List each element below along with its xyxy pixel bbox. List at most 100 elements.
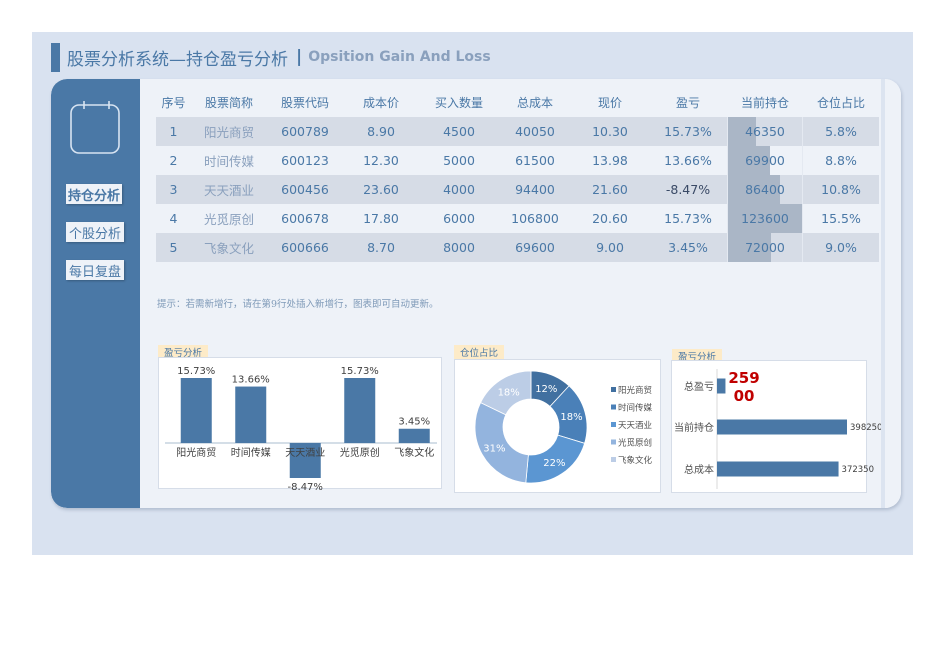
cell-qty: 6000 — [419, 204, 499, 233]
cell-ratio: 15.5% — [803, 204, 879, 233]
cell-pl: 3.45% — [649, 233, 727, 262]
cell-pl: 15.73% — [649, 204, 727, 233]
sidebar-item-label: 每日复盘 — [68, 264, 121, 280]
cell-text: 2 — [169, 153, 178, 168]
svg-text:12%: 12% — [535, 384, 557, 395]
cell-text: 8000 — [443, 240, 475, 255]
svg-text:光觅原创: 光觅原创 — [618, 438, 652, 449]
cell-qty: 5000 — [419, 146, 499, 175]
svg-text:22%: 22% — [543, 458, 565, 469]
svg-text:飞象文化: 飞象文化 — [618, 455, 653, 466]
cell-code: 600123 — [267, 146, 343, 175]
svg-text:31%: 31% — [483, 444, 505, 455]
cell-ratio: 10.8% — [803, 175, 879, 204]
pl-bar-chart: 15.73% 阳光商贸 13.66% 时间传媒 -8.47% 天天酒业 15.73% 光觅原创… — [158, 357, 442, 493]
cell-total: 61500 — [499, 146, 571, 175]
cell-no: 3 — [156, 175, 191, 204]
cell-no: 4 — [156, 204, 191, 233]
col-header: 股票代码 — [280, 95, 329, 110]
cell-cost: 17.80 — [343, 204, 419, 233]
position-chart-tag: 仓位占比 — [454, 345, 505, 359]
cell-price: 13.98 — [571, 146, 649, 175]
cell-cost: 23.60 — [343, 175, 419, 204]
cell-no: 1 — [156, 117, 191, 146]
cell-cost: 8.90 — [343, 117, 419, 146]
col-header: 现价 — [597, 95, 622, 110]
cell-pl: -8.47% — [649, 175, 727, 204]
hint-text: 提示：若需新增行，请在第9行处插入新增行，图表即可自动更新。 — [157, 299, 439, 310]
cell-pl: 15.73% — [649, 117, 727, 146]
main-card: 持仓分析 个股分析 每日复盘 序号 股票简称 股票代码 成本价 买入数量 总成本… — [51, 79, 901, 508]
cell-text: 光觅原创 — [203, 212, 254, 227]
cell-text: 600789 — [281, 124, 329, 139]
cell-text: 3 — [169, 182, 178, 197]
title-accent-bar — [51, 42, 60, 72]
svg-text:15.73%: 15.73% — [341, 366, 379, 377]
cell-text: 13.66% — [664, 153, 712, 168]
cell-hold: 69900 — [727, 146, 803, 175]
cell-pl: 13.66% — [649, 146, 727, 175]
cell-code: 600666 — [267, 233, 343, 262]
cell-qty: 4000 — [419, 175, 499, 204]
table-row: 4 光觅原创 600678 17.80 6000 106800 20.60 15.73% 123… — [156, 204, 879, 233]
svg-text:372350: 372350 — [842, 465, 874, 475]
svg-text:光觅原创: 光觅原创 — [340, 446, 380, 459]
cell-text: 1 — [169, 124, 178, 139]
cell-text: 4000 — [443, 182, 475, 197]
cell-hold: 72000 — [727, 233, 803, 262]
table-row: 1 阳光商贸 600789 8.90 4500 40050 10.30 15.73% 46350… — [156, 117, 879, 146]
svg-text:18%: 18% — [498, 387, 520, 398]
cell-price: 9.00 — [571, 233, 649, 262]
svg-text:3.45%: 3.45% — [398, 417, 430, 428]
page-title: 股票分析系统—持仓盈亏分析 — [67, 49, 288, 70]
data-bar — [728, 204, 802, 233]
svg-text:天天酒业: 天天酒业 — [285, 447, 325, 459]
cell-text: 17.80 — [363, 211, 399, 226]
svg-text:18%: 18% — [560, 412, 582, 423]
cell-code: 600678 — [267, 204, 343, 233]
cell-no: 5 — [156, 233, 191, 262]
cell-text: 5 — [169, 240, 178, 255]
table-header-row: 序号 股票简称 股票代码 成本价 买入数量 总成本 现价 盈亏 当前持仓 仓位占… — [156, 87, 879, 117]
dashboard-page: 股票分析系统—持仓盈亏分析 | Opsition Gain And Loss 持… — [32, 32, 913, 555]
cell-cost: 8.70 — [343, 233, 419, 262]
position-donut-svg: 12% 阳光商贸 18% 时间传媒 22% 天天酒业 31% 光觅原创 18% 飞象文化 — [474, 370, 653, 484]
cell-text: 69600 — [515, 240, 555, 255]
sidebar-item-position-analysis[interactable]: 持仓分析 — [66, 184, 122, 204]
sidebar-item-label: 个股分析 — [68, 226, 121, 242]
cell-text: 94400 — [515, 182, 555, 197]
cell-qty: 4500 — [419, 117, 499, 146]
sidebar-item-stock-analysis[interactable]: 个股分析 — [66, 222, 124, 242]
cell-name: 飞象文化 — [191, 233, 267, 262]
cell-text: 5.8% — [825, 124, 857, 139]
svg-text:259: 259 — [728, 369, 759, 387]
cell-text: 6000 — [443, 211, 475, 226]
cell-text: 600456 — [281, 182, 329, 197]
cell-text: 5000 — [443, 153, 475, 168]
svg-text:时间传媒: 时间传媒 — [231, 446, 271, 459]
cell-name: 时间传媒 — [191, 146, 267, 175]
cell-total: 106800 — [499, 204, 571, 233]
right-scroll-panel[interactable] — [881, 79, 901, 508]
col-header: 总成本 — [516, 95, 553, 110]
col-header: 序号 — [161, 95, 186, 110]
cell-text: 天天酒业 — [203, 183, 254, 198]
cell-text: 40050 — [515, 124, 555, 139]
cell-hold: 86400 — [727, 175, 803, 204]
cell-text: 10.8% — [821, 182, 861, 197]
summary-chart-tag: 盈亏分析 — [672, 349, 723, 363]
cell-text: 时间传媒 — [203, 154, 254, 169]
cell-text: 46350 — [745, 124, 785, 139]
sidebar-item-daily-review[interactable]: 每日复盘 — [66, 260, 124, 280]
col-header: 仓位占比 — [816, 95, 865, 110]
cell-text: 13.98 — [592, 153, 628, 168]
summary-hbar-chart: 总盈亏 259 00 当前持仓 398250 总成本 372350 — [671, 360, 882, 493]
cell-text: 9.00 — [596, 240, 624, 255]
cell-text: 86400 — [745, 182, 785, 197]
cell-hold: 46350 — [727, 117, 803, 146]
svg-text:00: 00 — [734, 387, 755, 405]
cell-text: 21.60 — [592, 182, 628, 197]
svg-text:13.66%: 13.66% — [232, 375, 270, 386]
data-bar — [728, 175, 780, 204]
